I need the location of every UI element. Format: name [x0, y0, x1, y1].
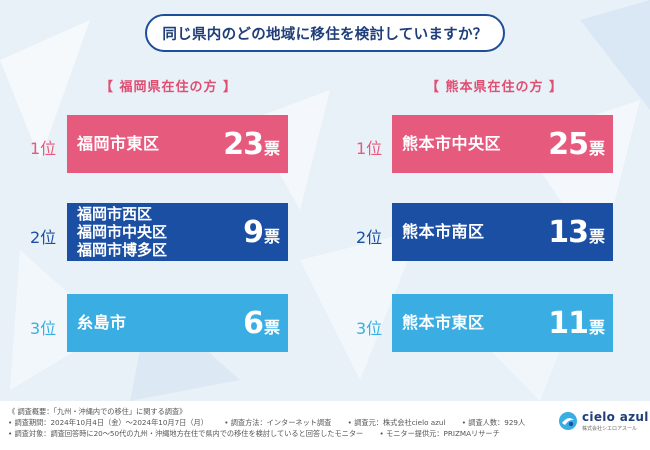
survey-footer: 《 調査概要：「九州・沖縄内での移住」に関する調査》 • 調査期間：2024年1…	[0, 401, 650, 450]
survey-panel-provider: • モニター提供元：PRIZMAリサーチ	[379, 429, 500, 438]
cielo-azul-logo: cielo azul 株式会社シエロアスール	[558, 410, 649, 432]
vote-unit: 票	[263, 317, 280, 337]
area-name: 福岡市東区	[77, 134, 160, 154]
survey-source: • 調査元：株式会社cielo azul	[347, 418, 446, 427]
area-name: 熊本市中央区	[402, 134, 502, 154]
area-name: 熊本市南区	[402, 222, 485, 242]
vote-count: 25	[548, 126, 589, 162]
vote-unit: 票	[588, 317, 605, 337]
survey-period: • 調査期間：2024年10月4日（金）〜2024年10月7日（月）	[8, 418, 208, 427]
vote-count: 9	[243, 214, 264, 250]
fukuoka-rank-3: 3位	[30, 319, 57, 338]
survey-respondents: • 調査人数：929人	[461, 418, 526, 427]
fukuoka-rank-1: 1位	[30, 139, 57, 158]
kumamoto-rank-2: 2位	[356, 228, 383, 247]
area-name: 福岡市博多区	[77, 241, 168, 259]
vote-unit: 票	[588, 226, 605, 246]
brand-subtitle: 株式会社シエロアスール	[582, 426, 638, 432]
vote-unit: 票	[263, 138, 280, 158]
vote-count: 6	[243, 305, 264, 341]
survey-question-title: 同じ県内のどの地域に移住を検討していますか？	[145, 14, 505, 52]
vote-count: 11	[548, 305, 589, 341]
fukuoka-rank-2: 2位	[30, 228, 57, 247]
kumamoto-row-2: 熊本市南区 13 票	[392, 203, 613, 261]
survey-summary-title: 《 調査概要：「九州・沖縄内での移住」に関する調査》	[8, 407, 187, 416]
vote-count: 13	[548, 214, 589, 250]
fukuoka-row-1: 福岡市東区 23 票	[67, 115, 288, 173]
brand-name: cielo azul	[582, 410, 649, 424]
area-name: 福岡市中央区	[77, 223, 168, 241]
vote-unit: 票	[588, 138, 605, 158]
area-name: 熊本市東区	[402, 313, 485, 333]
survey-target: • 調査対象：調査回答時に20〜50代の九州・沖縄地方在住で県内での移住を検討し…	[8, 429, 364, 438]
vote-unit: 票	[263, 226, 280, 246]
kumamoto-row-3: 熊本市東区 11 票	[392, 294, 613, 352]
survey-method: • 調査方法：インターネット調査	[224, 418, 332, 427]
cielo-azul-logo-icon	[559, 412, 577, 430]
vote-count: 23	[223, 126, 264, 162]
area-name: 福岡市西区	[77, 205, 153, 223]
kumamoto-heading: 【 熊本県在住の方 】	[426, 80, 564, 95]
kumamoto-rank-3: 3位	[356, 319, 383, 338]
kumamoto-rank-1: 1位	[356, 139, 383, 158]
kumamoto-row-1: 熊本市中央区 25 票	[392, 115, 613, 173]
fukuoka-heading: 【 福岡県在住の方 】	[100, 80, 238, 95]
area-name: 糸島市	[77, 313, 127, 333]
